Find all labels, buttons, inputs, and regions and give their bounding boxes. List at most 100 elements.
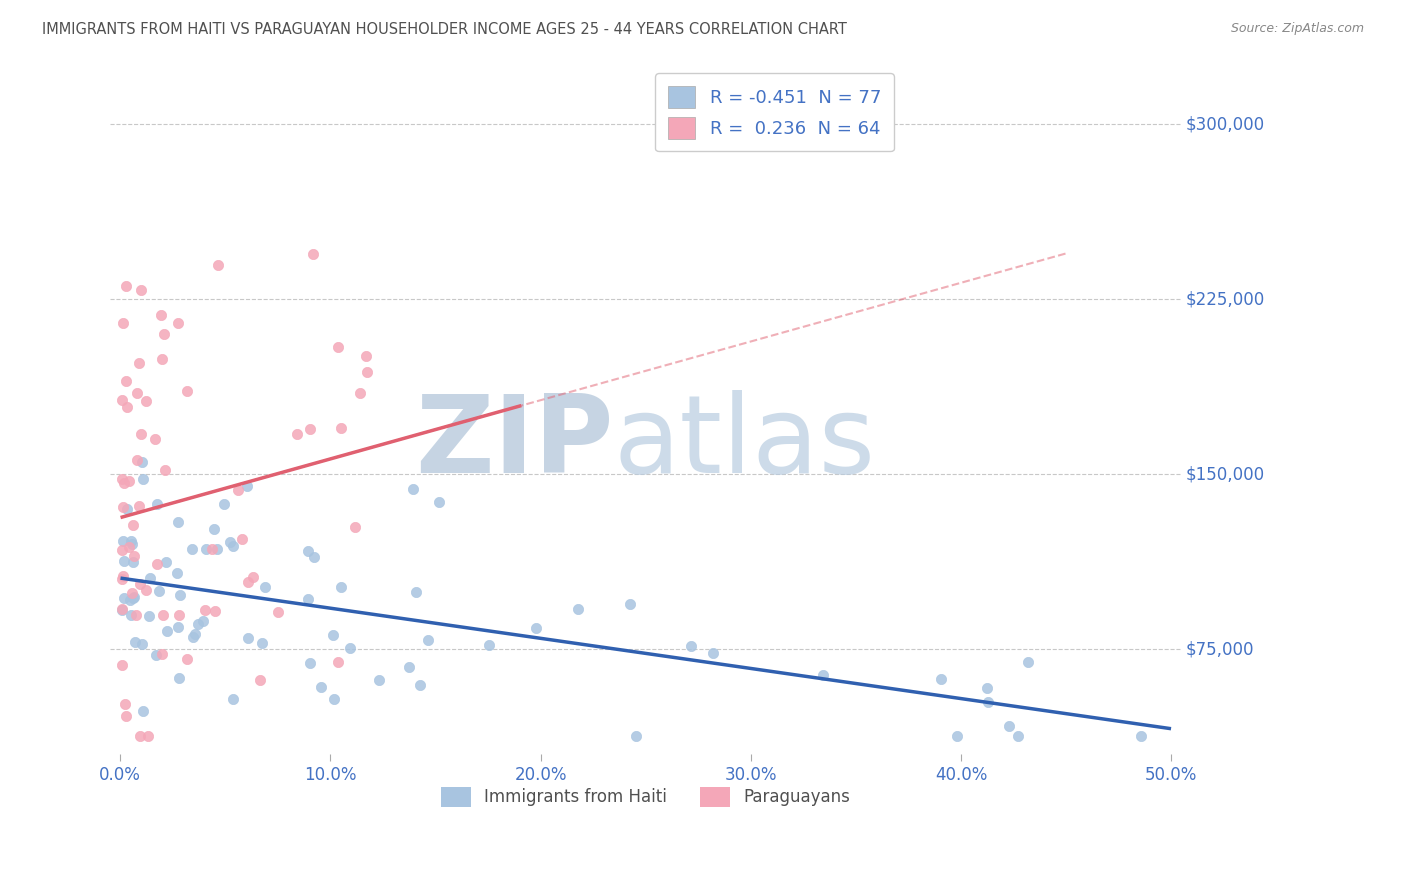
Point (111, 393, 134, 408)
Point (135, 394, 157, 409)
Point (150, 352, 173, 367)
Point (155, 555, 177, 569)
Point (187, 616, 209, 631)
Point (401, 482, 423, 496)
Point (153, 326, 176, 341)
Point (121, 537, 143, 551)
Point (298, 656, 321, 670)
Point (128, 500, 150, 514)
Point (111, 500, 134, 514)
Point (339, 641, 361, 656)
Point (129, 427, 152, 442)
Point (112, 534, 135, 549)
Point (201, 542, 224, 557)
Point (121, 517, 143, 532)
Point (226, 483, 249, 497)
Point (405, 584, 427, 599)
Point (145, 648, 167, 662)
Point (238, 631, 260, 645)
Point (285, 427, 308, 442)
Point (167, 671, 190, 685)
Point (118, 541, 141, 555)
Point (626, 729, 648, 743)
Point (409, 678, 432, 692)
Point (152, 608, 174, 623)
Point (120, 607, 142, 622)
Point (111, 658, 134, 673)
Text: $225,000: $225,000 (1185, 290, 1264, 308)
Point (349, 386, 371, 401)
Text: ZIP: ZIP (415, 390, 613, 496)
Point (322, 628, 344, 642)
Point (354, 349, 377, 363)
Point (176, 652, 198, 666)
Point (118, 474, 141, 488)
Point (1017, 655, 1039, 669)
Point (129, 283, 152, 297)
Point (124, 634, 146, 648)
Point (1130, 729, 1153, 743)
Point (135, 583, 157, 598)
Point (128, 576, 150, 591)
Point (152, 647, 174, 661)
Point (122, 591, 145, 605)
Point (132, 705, 155, 719)
Point (156, 624, 179, 638)
Point (1007, 729, 1029, 743)
Text: $300,000: $300,000 (1185, 115, 1264, 133)
Point (323, 692, 346, 706)
Point (138, 609, 160, 624)
Point (205, 541, 228, 556)
Point (112, 554, 135, 568)
Point (167, 515, 190, 529)
Point (218, 535, 240, 549)
Point (250, 636, 273, 650)
Point (121, 555, 143, 569)
Point (112, 591, 135, 606)
Point (131, 637, 153, 651)
Point (679, 639, 702, 653)
Point (149, 308, 172, 322)
Point (125, 607, 148, 622)
Point (367, 673, 389, 687)
Point (118, 593, 141, 607)
Point (998, 719, 1021, 733)
Point (207, 258, 229, 272)
Point (148, 583, 170, 598)
Point (180, 542, 202, 557)
Point (238, 575, 260, 590)
Point (128, 356, 150, 370)
Text: $75,000: $75,000 (1185, 640, 1254, 658)
Point (112, 475, 135, 490)
Point (567, 602, 589, 616)
Point (194, 603, 217, 617)
Point (111, 602, 134, 616)
Point (221, 539, 243, 553)
Point (115, 278, 138, 293)
Point (166, 566, 188, 580)
Point (304, 549, 326, 564)
Point (301, 247, 323, 261)
Point (111, 572, 134, 586)
Point (254, 580, 277, 594)
Point (297, 543, 319, 558)
Point (398, 660, 420, 674)
Point (125, 453, 148, 467)
Text: Source: ZipAtlas.com: Source: ZipAtlas.com (1230, 22, 1364, 36)
Legend: Immigrants from Haiti, Paraguayans: Immigrants from Haiti, Paraguayans (434, 780, 858, 814)
Point (702, 646, 724, 660)
Point (131, 455, 153, 469)
Point (132, 472, 155, 486)
Point (524, 621, 547, 635)
Point (330, 421, 353, 435)
Point (356, 365, 378, 379)
Point (929, 673, 952, 687)
Point (813, 668, 835, 682)
Point (976, 681, 998, 696)
Point (976, 695, 998, 709)
Point (166, 620, 188, 634)
Text: $150,000: $150,000 (1185, 465, 1264, 483)
Point (145, 497, 167, 511)
Point (299, 422, 322, 436)
Point (115, 709, 138, 723)
